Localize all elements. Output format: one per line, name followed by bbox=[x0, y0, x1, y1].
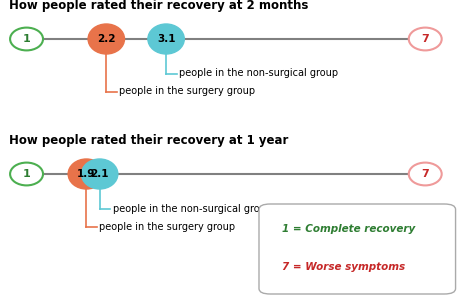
Text: 7: 7 bbox=[421, 34, 429, 44]
Text: 2.1: 2.1 bbox=[90, 169, 109, 179]
FancyBboxPatch shape bbox=[259, 204, 455, 294]
Text: people in the non-surgical group: people in the non-surgical group bbox=[112, 203, 272, 214]
Text: 7 = Worse symptoms: 7 = Worse symptoms bbox=[282, 262, 405, 272]
Ellipse shape bbox=[148, 24, 184, 54]
Text: 1: 1 bbox=[23, 34, 30, 44]
Ellipse shape bbox=[88, 24, 124, 54]
Text: How people rated their recovery at 2 months: How people rated their recovery at 2 mon… bbox=[9, 0, 308, 12]
Ellipse shape bbox=[68, 159, 105, 189]
Text: people in the surgery group: people in the surgery group bbox=[119, 86, 255, 97]
Text: 7: 7 bbox=[421, 169, 429, 179]
Text: 2.2: 2.2 bbox=[97, 34, 116, 44]
Ellipse shape bbox=[82, 159, 118, 189]
Text: How people rated their recovery at 1 year: How people rated their recovery at 1 yea… bbox=[9, 134, 289, 147]
Text: 1.9: 1.9 bbox=[77, 169, 95, 179]
Text: 1 = Complete recovery: 1 = Complete recovery bbox=[282, 224, 415, 234]
Text: people in the non-surgical group: people in the non-surgical group bbox=[179, 68, 338, 79]
Circle shape bbox=[409, 163, 442, 185]
Circle shape bbox=[10, 163, 43, 185]
Circle shape bbox=[10, 28, 43, 50]
Text: 3.1: 3.1 bbox=[157, 34, 175, 44]
Circle shape bbox=[409, 28, 442, 50]
Text: 1: 1 bbox=[23, 169, 30, 179]
Text: people in the surgery group: people in the surgery group bbox=[100, 221, 236, 232]
